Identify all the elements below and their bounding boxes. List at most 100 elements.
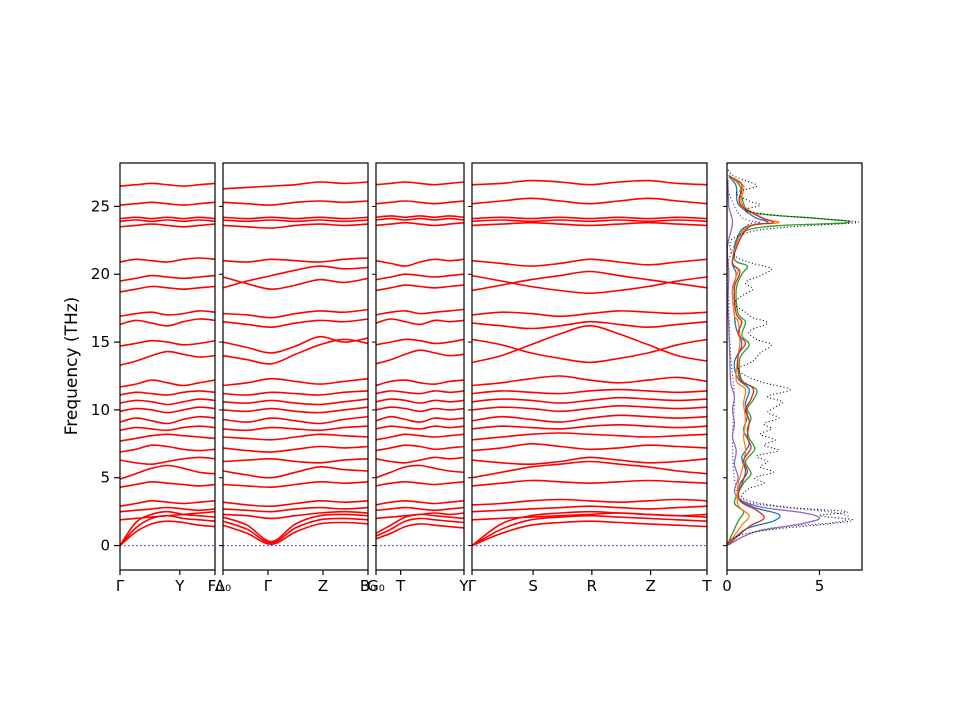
x-tick-label: 0 [722,577,732,595]
phonon-band [472,388,707,395]
phonon-band [472,320,707,330]
phonon-band [376,200,464,205]
phonon-band [472,396,707,404]
x-tick-label: G₀ [367,577,385,595]
phonon-band [376,390,464,395]
phonon-band [120,379,215,388]
phonon-band [223,398,368,406]
phonon-band [472,258,707,267]
phonon-band [120,201,215,206]
x-tick-label: S [528,577,538,595]
panel-frame [726,162,863,571]
x-tick-label: T [701,577,712,595]
phonon-band [376,398,464,404]
partial-dos-curve [727,176,775,547]
phonon-band [472,510,707,547]
partial-dos-curve [727,174,851,546]
phonon-band [120,499,215,507]
x-tick-label: Y [174,577,185,595]
y-tick-label: 10 [91,401,110,419]
y-tick-label: 15 [91,333,110,351]
phonon-band [223,257,368,263]
phonon-band [223,181,368,190]
x-tick-label: F₀ [208,577,223,595]
x-tick-label: B₀ [360,577,376,595]
partial-dos-curve [727,179,821,547]
phonon-band [120,339,215,347]
phonon-band [472,221,707,227]
phonon-band [472,270,707,292]
phonon-band [120,433,215,442]
panel-frame [119,162,216,571]
phonon-band [120,520,215,547]
phonon-band [120,390,215,396]
phonon-band [120,182,215,187]
dos-panel-curves [727,168,860,550]
phonon-band [376,444,464,452]
phonon-band [472,219,707,223]
phonon-band [376,506,464,512]
phonon-band [120,285,215,293]
x-tick-label: T [395,577,406,595]
panel-frame [222,162,369,571]
panel-frame [471,162,708,571]
phonon-band [472,514,707,547]
phonon-band [120,216,215,220]
phonon-band [223,335,368,354]
phonon-band [223,216,368,220]
phonon-band [472,338,707,364]
phonon-band [376,379,464,387]
phonon-band [120,444,215,453]
x-tick-label: Γ [116,577,125,595]
phonon-band [120,510,215,521]
phonon-band [472,432,707,441]
phonon-band [376,273,464,281]
phonon-band [376,217,464,221]
phonon-band [376,215,464,219]
phonon-band [120,310,215,318]
phonon-band [223,510,368,520]
phonon-band [120,415,215,425]
phonon-band [376,258,464,267]
phonon-band [376,338,464,346]
phonon-band [376,480,464,487]
phonon-band [223,480,368,489]
phonon-band [223,308,368,319]
phonon-band [376,318,464,326]
phonon-band [472,456,707,466]
phonon-band [223,318,368,329]
phonon-band [223,223,368,229]
phonon-band [223,513,368,543]
x-tick-label: Γ [468,577,477,595]
phonon-band [223,521,368,546]
phonon-band [472,423,707,430]
phonon-band [472,375,707,387]
phonon-band [376,406,464,413]
phonon-band [376,308,464,316]
phonon-band [472,404,707,413]
phonon-band [376,425,464,430]
phonon-band [120,456,215,466]
phonon-band [472,498,707,506]
phonon-band [472,414,707,423]
x-tick-label: R [587,577,597,595]
panel-3-bands [472,179,707,547]
phonon-band [472,442,707,452]
phonon-band [223,390,368,396]
phonon-band [223,445,368,453]
phonon-band [223,499,368,508]
x-tick-label: Z [318,577,328,595]
phonon-band [120,506,215,513]
phonon-band [223,425,368,432]
phonon-band [472,512,707,521]
phonon-band [223,276,368,291]
phonon-band [223,219,368,223]
phonon-band [120,223,215,228]
phonon-band [472,479,707,487]
phonon-band [223,377,368,387]
phonon-band [120,514,215,547]
phonon-band [376,181,464,186]
x-tick-label: Δ₀ [215,577,231,595]
phonon-band [223,457,368,464]
